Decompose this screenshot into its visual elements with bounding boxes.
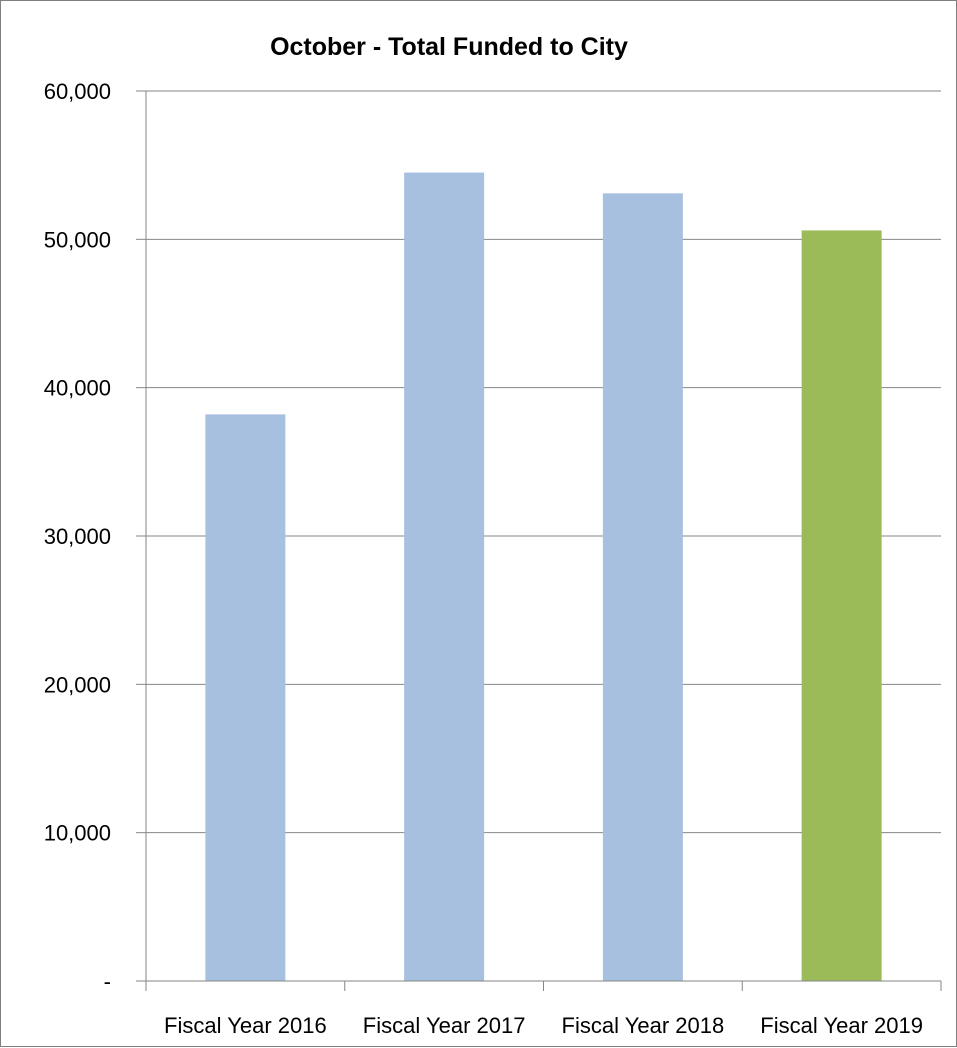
y-axis: - 10,000 20,000 30,000 40,000 50,000 60,000: [44, 79, 147, 994]
bar-1: [205, 414, 286, 981]
y-tick-label-30000: 30,000: [44, 524, 111, 549]
x-tick-label-4: Fiscal Year 2019: [760, 1013, 923, 1038]
y-tick-label-10000: 10,000: [44, 821, 111, 846]
y-tick-label-60000: 60,000: [44, 79, 111, 104]
bar-3: [602, 193, 683, 982]
x-tick-label-2: Fiscal Year 2017: [363, 1013, 526, 1038]
y-tick-label-20000: 20,000: [44, 672, 111, 697]
x-tick-label-1: Fiscal Year 2016: [164, 1013, 327, 1038]
y-tick-label-40000: 40,000: [44, 376, 111, 401]
y-tick-label-50000: 50,000: [44, 227, 111, 252]
x-tick-label-3: Fiscal Year 2018: [562, 1013, 725, 1038]
bar-2: [404, 172, 485, 982]
x-axis: Fiscal Year 2016 Fiscal Year 2017 Fiscal Y…: [145, 980, 942, 1038]
bar-4: [801, 230, 882, 981]
y-tick-label-0: -: [104, 969, 111, 994]
bars: [205, 172, 882, 982]
chart-title: October - Total Funded to City: [270, 33, 628, 61]
